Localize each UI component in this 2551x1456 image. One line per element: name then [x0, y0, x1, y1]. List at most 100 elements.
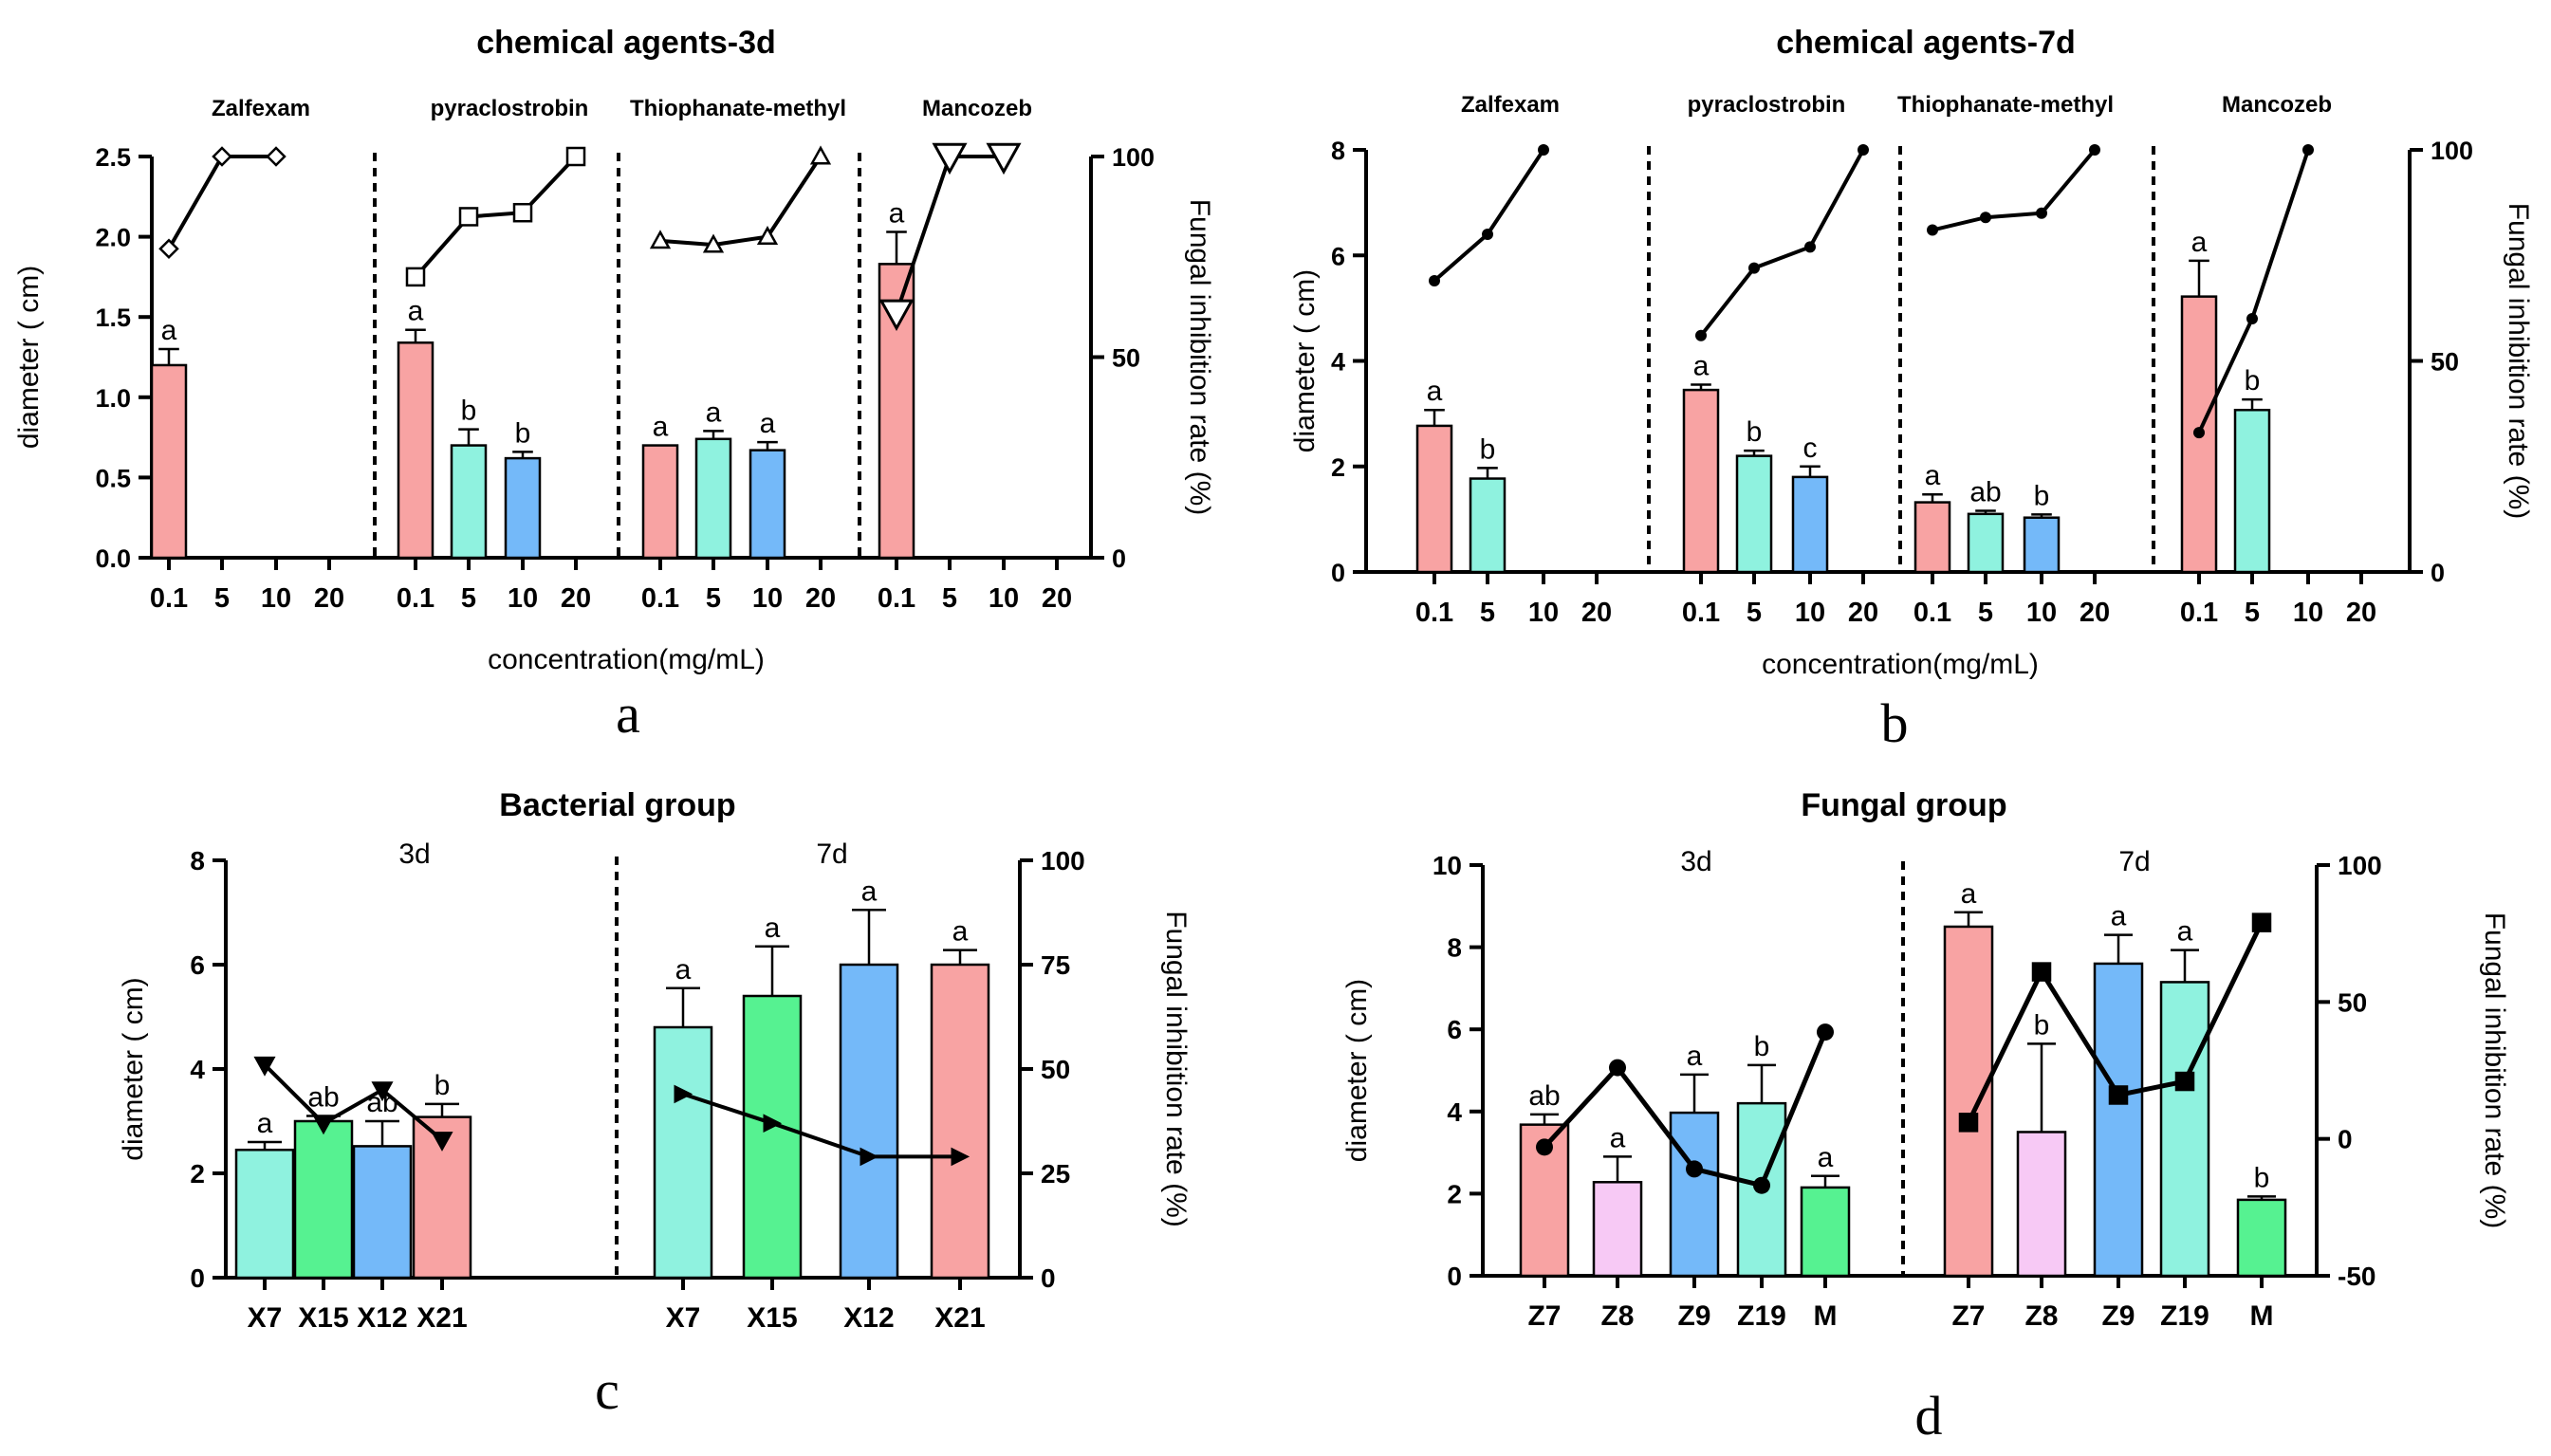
bar	[1943, 925, 1994, 1278]
inhibition-marker	[878, 299, 915, 332]
significance-label: a	[2111, 901, 2127, 932]
panel-d-title: Fungal group	[1801, 787, 2006, 823]
inhibition-line	[1433, 148, 1545, 283]
inhibition-marker	[2036, 207, 2047, 219]
x-tick-label: 5	[1480, 598, 1495, 628]
inhibition-marker	[212, 146, 232, 167]
bar	[694, 437, 732, 560]
group-label: pyraclostrobin	[431, 96, 589, 121]
x-tick-label: X7	[666, 1302, 701, 1334]
y2-tick-label: 50	[1041, 1055, 1070, 1084]
y2-tick-label: 0	[2431, 559, 2445, 587]
bar	[450, 444, 488, 560]
significance-label: a	[2191, 227, 2208, 258]
bar	[1791, 475, 1829, 574]
x-tick-label: 10	[508, 583, 538, 614]
inhibition-marker	[1686, 1160, 1703, 1178]
panel-b-chart: chemical agents-7d concentration(mg/mL) …	[1289, 25, 2534, 754]
group-label: 3d	[398, 839, 430, 870]
significance-label: b	[1480, 433, 1496, 465]
y2-axis-title: Fungal inhibition rate (%)	[2503, 203, 2534, 520]
bar	[1735, 454, 1773, 574]
bar	[234, 1149, 295, 1280]
inhibition-marker	[1958, 1113, 1979, 1133]
y-tick-label: 8	[190, 846, 205, 875]
inhibition-line	[659, 155, 823, 248]
inhibition-marker	[2089, 144, 2100, 156]
x-tick-label: X21	[416, 1302, 467, 1334]
y2-tick-label: 50	[1112, 344, 1140, 373]
bar	[749, 449, 786, 560]
y-tick-label: 6	[190, 950, 205, 980]
x-tick-label: 0.1	[641, 583, 679, 614]
inhibition-marker	[2302, 144, 2314, 156]
x-tick-label: 5	[1978, 598, 1993, 628]
x-tick-label: 20	[805, 583, 836, 614]
y-tick-label: 10	[1433, 851, 1462, 880]
inhibition-marker	[266, 146, 287, 167]
bar	[352, 1145, 413, 1280]
significance-label: a	[2177, 916, 2193, 948]
significance-label: b	[2034, 480, 2050, 511]
x-tick-label: 5	[461, 583, 476, 614]
bar	[742, 994, 803, 1280]
x-tick-label: 20	[2346, 598, 2376, 628]
inhibition-marker	[458, 207, 479, 227]
inhibition-marker	[1609, 1059, 1626, 1077]
bar	[1913, 501, 1951, 574]
x-tick-label: X15	[747, 1302, 797, 1334]
x-tick-label: 0.1	[878, 583, 915, 614]
panel-a-chart: chemical agents-3d concentration(mg/mL) …	[13, 25, 1215, 745]
inhibition-marker	[809, 145, 832, 165]
group-label: Mancozeb	[922, 96, 1032, 121]
x-tick-label: 10	[261, 583, 291, 614]
inhibition-marker	[1482, 229, 1493, 240]
significance-label: c	[1803, 433, 1818, 464]
x-tick-label: X21	[934, 1302, 985, 1334]
y-axis-title: diameter ( cm)	[1341, 979, 1373, 1162]
x-tick-label: M	[1814, 1300, 1838, 1332]
y2-tick-label: 75	[1041, 950, 1070, 980]
x-tick-label: 10	[2026, 598, 2057, 628]
group-label: 7d	[816, 839, 847, 870]
inhibition-marker	[1538, 144, 1549, 156]
significance-label: a	[653, 412, 669, 443]
x-tick-label: 20	[2080, 598, 2110, 628]
y2-axis-title: Fungal inhibition rate (%)	[1160, 911, 1192, 1227]
inhibition-line	[1932, 148, 2097, 232]
significance-label: ab	[307, 1082, 339, 1114]
y2-tick-label: 100	[1112, 143, 1155, 172]
significance-label: a	[952, 916, 969, 948]
group-label: 7d	[2118, 846, 2150, 877]
y-tick-label: 0	[1331, 559, 1345, 587]
y-tick-label: 8	[1331, 137, 1345, 165]
inhibition-marker	[2031, 962, 2052, 982]
y-axis-title: diameter ( cm)	[118, 977, 149, 1160]
group-label: Zalfexam	[1461, 92, 1560, 118]
significance-label: a	[760, 408, 776, 439]
x-tick-label: 20	[1848, 598, 1878, 628]
inhibition-marker	[1858, 144, 1869, 156]
significance-label: a	[675, 954, 692, 986]
inhibition-marker	[253, 1056, 276, 1077]
y2-tick-label: 25	[1041, 1159, 1070, 1189]
inhibition-marker	[702, 233, 725, 253]
y2-tick-label: 100	[1041, 846, 1085, 875]
bar	[1967, 512, 2005, 574]
bar	[1669, 1111, 1720, 1278]
group-label: Mancozeb	[2222, 92, 2332, 118]
y-tick-label: 6	[1331, 242, 1345, 270]
inhibition-marker	[2174, 1071, 2195, 1092]
inhibition-marker	[763, 1114, 783, 1133]
x-tick-label: 0.1	[1682, 598, 1720, 628]
significance-label: a	[706, 396, 722, 428]
x-tick-label: X12	[357, 1302, 407, 1334]
significance-label: b	[515, 417, 531, 449]
x-tick-label: 10	[752, 583, 783, 614]
inhibition-marker	[1536, 1138, 1553, 1156]
inhibition-line	[263, 1063, 444, 1142]
bar	[293, 1119, 354, 1280]
x-tick-label: Z8	[1600, 1300, 1634, 1332]
significance-label: b	[1754, 1031, 1770, 1062]
y-tick-label: 4	[1447, 1097, 1462, 1127]
